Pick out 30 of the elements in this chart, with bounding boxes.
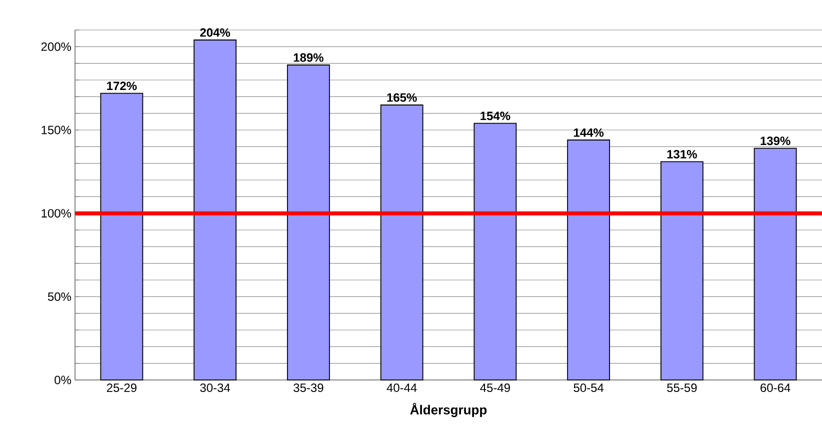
data-label: 139% — [760, 136, 790, 146]
bar — [660, 161, 704, 380]
y-tick-label: 150% — [42, 126, 72, 134]
data-label: 189% — [294, 53, 324, 62]
bar — [754, 148, 797, 380]
y-tick-label: 200% — [41, 42, 72, 51]
data-label: 144% — [574, 128, 604, 137]
data-label: 165% — [387, 93, 417, 102]
bar — [380, 104, 424, 380]
x-tick-label: 35-39 — [294, 384, 324, 392]
x-tick-label: 40-44 — [386, 384, 417, 392]
y-tick-label: 0% — [54, 376, 72, 384]
bar — [100, 92, 144, 380]
x-tick-label: 30-34 — [200, 384, 230, 392]
x-tick-label: 55-59 — [667, 384, 697, 392]
x-tick-label: 60-64 — [760, 384, 790, 392]
data-label: 172% — [107, 82, 137, 90]
bar — [567, 140, 610, 380]
x-tick-label: 25-29 — [106, 384, 136, 392]
y-tick-label: 50% — [48, 292, 72, 301]
x-tick-label: 50-54 — [574, 384, 604, 392]
data-label: 131% — [667, 150, 697, 158]
bar — [286, 64, 330, 380]
data-label: 204% — [200, 28, 230, 37]
bar — [474, 122, 517, 380]
x-axis-title: Åldersgrupp — [410, 402, 487, 418]
x-tick-label: 45-49 — [480, 384, 510, 392]
data-label: 154% — [480, 112, 510, 120]
bar — [194, 40, 237, 380]
y-tick-label: 100% — [42, 209, 72, 218]
